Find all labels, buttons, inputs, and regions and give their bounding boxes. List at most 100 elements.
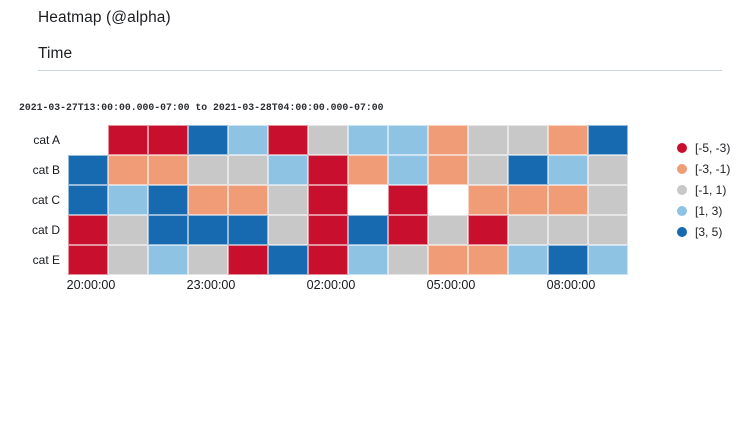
heatmap-cell[interactable] [548,185,588,215]
heatmap-cell[interactable] [228,185,268,215]
heatmap-cell[interactable] [268,155,308,185]
heatmap-cell[interactable] [588,185,628,215]
heatmap-cell[interactable] [468,215,508,245]
heatmap-cell[interactable] [548,245,588,275]
heatmap-cell[interactable] [268,245,308,275]
legend-item-label: [1, 3) [695,204,723,218]
legend-item-label: [-1, 1) [695,183,727,197]
heatmap-cell[interactable] [508,125,548,155]
legend: [-5, -3) [-3, -1) [-1, 1) [1, 3) [3, 5) [677,141,730,239]
heatmap-cell[interactable] [268,215,308,245]
heatmap-cell[interactable] [388,245,428,275]
heatmap-cell[interactable] [428,155,468,185]
heatmap-cell[interactable] [548,125,588,155]
heatmap-cell[interactable] [148,155,188,185]
heatmap-cell[interactable] [268,185,308,215]
heatmap-cell-empty [348,185,388,215]
heatmap-cell[interactable] [348,245,388,275]
heatmap-cell[interactable] [188,125,228,155]
heatmap-cell[interactable] [108,125,148,155]
heatmap-cell[interactable] [428,215,468,245]
heatmap-cell[interactable] [588,245,628,275]
heatmap-cell[interactable] [468,185,508,215]
heatmap-grid [68,125,628,275]
heatmap-cell[interactable] [228,215,268,245]
heatmap-cell[interactable] [308,155,348,185]
time-range-label: 2021-03-27T13:00:00.000-07:00 to 2021-03… [19,102,384,113]
legend-color-dot-icon [677,143,687,153]
heatmap-cell[interactable] [108,155,148,185]
legend-color-dot-icon [677,206,687,216]
heatmap-cell[interactable] [308,245,348,275]
legend-item[interactable]: [-5, -3) [677,141,730,155]
legend-color-dot-icon [677,164,687,174]
heatmap-cell[interactable] [108,215,148,245]
heatmap-cell[interactable] [588,155,628,185]
legend-item-label: [-3, -1) [695,162,731,176]
heatmap-cell[interactable] [68,155,108,185]
y-axis-label: cat A [33,133,60,147]
panel-title: Time [38,45,73,62]
heatmap-cell[interactable] [388,125,428,155]
heatmap-cell[interactable] [508,245,548,275]
heatmap-cell[interactable] [468,125,508,155]
heatmap-cell[interactable] [68,215,108,245]
legend-item-label: [3, 5) [695,225,723,239]
x-axis-label: 05:00:00 [426,278,476,292]
heatmap-cell[interactable] [348,215,388,245]
x-axis-label: 20:00:00 [66,278,116,292]
legend-color-dot-icon [677,185,687,195]
heatmap-cell[interactable] [148,125,188,155]
legend-item[interactable]: [-3, -1) [677,162,730,176]
heatmap-cell[interactable] [68,245,108,275]
heatmap-cell[interactable] [188,155,228,185]
heatmap-cell[interactable] [508,155,548,185]
heatmap-cell[interactable] [348,155,388,185]
heatmap-cell[interactable] [188,215,228,245]
heatmap-cell[interactable] [308,215,348,245]
heatmap-cell[interactable] [588,215,628,245]
heatmap-cell[interactable] [228,155,268,185]
heatmap-cell[interactable] [468,245,508,275]
y-axis-label: cat B [32,163,60,177]
heatmap-cell[interactable] [108,245,148,275]
heatmap-cell[interactable] [308,125,348,155]
heatmap-cell[interactable] [148,185,188,215]
heatmap-cell[interactable] [268,125,308,155]
y-axis-label: cat C [31,193,60,207]
x-axis-label: 08:00:00 [546,278,596,292]
heatmap-cell[interactable] [228,125,268,155]
heatmap-cell[interactable] [148,245,188,275]
y-axis-label: cat D [31,223,60,237]
legend-color-dot-icon [677,227,687,237]
heatmap-cell[interactable] [348,125,388,155]
heatmap-cell[interactable] [188,245,228,275]
legend-item-label: [-5, -3) [695,141,731,155]
heatmap-cell[interactable] [548,215,588,245]
heatmap-cell[interactable] [308,185,348,215]
heatmap-cell[interactable] [188,185,228,215]
heatmap-cell-empty [68,125,108,155]
heatmap-cell[interactable] [228,245,268,275]
heatmap-cell[interactable] [68,185,108,215]
heatmap-cell[interactable] [388,155,428,185]
heatmap-cell[interactable] [108,185,148,215]
heatmap-cell[interactable] [468,155,508,185]
legend-item[interactable]: [-1, 1) [677,183,730,197]
y-axis-label: cat E [32,253,60,267]
heatmap-cell[interactable] [148,215,188,245]
panel-divider [38,70,722,71]
heatmap-cell[interactable] [428,245,468,275]
x-axis-label: 23:00:00 [186,278,236,292]
heatmap-cell[interactable] [428,125,468,155]
legend-item[interactable]: [3, 5) [677,225,730,239]
heatmap-cell[interactable] [548,155,588,185]
heatmap-cell[interactable] [508,185,548,215]
legend-item[interactable]: [1, 3) [677,204,730,218]
heatmap-cell[interactable] [388,185,428,215]
heatmap-cell[interactable] [388,215,428,245]
heatmap-cell[interactable] [508,215,548,245]
heatmap-cell[interactable] [588,125,628,155]
x-axis-label: 02:00:00 [306,278,356,292]
